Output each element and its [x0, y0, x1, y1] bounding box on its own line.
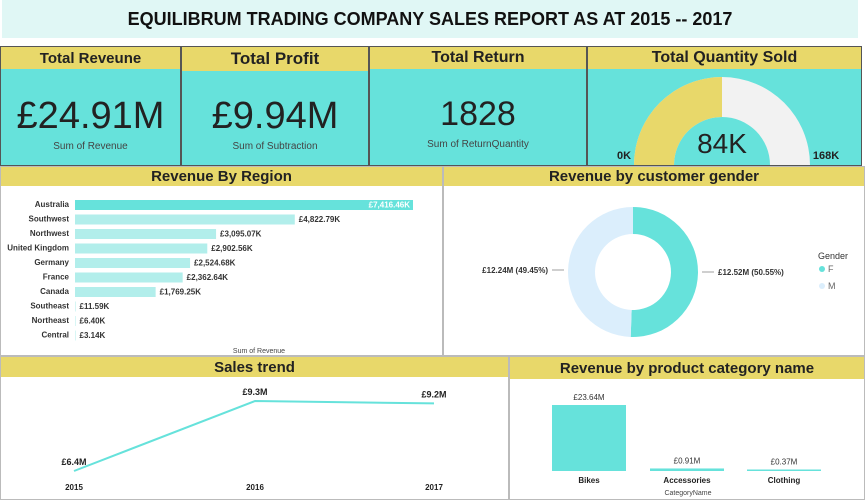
region-category-label: Germany — [34, 258, 69, 267]
region-category-label: Central — [41, 331, 69, 340]
card-title: Total Reveune — [1, 47, 180, 69]
kpi-subtitle: Sum of ReturnQuantity — [427, 139, 529, 150]
region-bar — [75, 214, 295, 225]
category-bar — [552, 405, 626, 471]
sales-trend-line-chart: £6.4M 2015 £9.3M 2016 £9.2M 2017 — [61, 387, 446, 492]
trend-x-tick-label: 2016 — [246, 483, 264, 492]
gauge-min-label: 0K — [617, 150, 631, 162]
card-title: Total Quantity Sold — [588, 47, 861, 69]
legend-item: F — [828, 264, 834, 274]
region-value-label: £4,822.79K — [299, 215, 341, 224]
region-category-label: Northwest — [30, 229, 69, 238]
legend-marker — [819, 266, 825, 272]
donut-slice-label: £12.24M (49.45%) — [482, 266, 548, 275]
donut-slice-label: £12.52M (50.55%) — [718, 268, 784, 277]
region-bar — [75, 316, 76, 326]
gender-donut-chart: Gender £12.52M (50.55%) £12.24M (49.45%) F… — [482, 207, 848, 337]
kpi-body: £9.94M Sum of Subtraction — [182, 71, 368, 165]
region-bar-chart: Sum of Revenue Australia £7,416.46K Southw… — [7, 200, 413, 355]
region-category-label: Southwest — [29, 215, 70, 224]
legend-item: M — [828, 281, 836, 291]
category-bar — [747, 469, 821, 471]
category-bar — [650, 468, 724, 471]
revenue-by-region-card[interactable]: Revenue By Region Sum of Revenue Austral… — [0, 166, 443, 356]
report-title: EQUILIBRUM TRADING COMPANY SALES REPORT … — [127, 8, 733, 29]
kpi-subtitle: Sum of Revenue — [53, 141, 128, 152]
region-value-label: £1,769.25K — [160, 288, 202, 297]
region-category-label: Australia — [35, 200, 70, 209]
sales-trend-card[interactable]: Sales trend £6.4M 2015 £9.3M 2016 £9.2M 2017 — [0, 356, 509, 500]
region-bar — [75, 229, 217, 239]
trend-x-tick-label: 2015 — [65, 483, 83, 492]
region-bar — [75, 301, 76, 312]
revenue-by-category-card[interactable]: Revenue by product category name Categor… — [509, 356, 865, 500]
category-bar-chart: CategoryName £23.64M Bikes £0.91M Accessori… — [552, 393, 821, 497]
region-value-label: £3,095.07K — [220, 230, 262, 239]
card-title: Revenue by customer gender — [444, 167, 864, 186]
total-profit-card[interactable]: Total Profit £9.94M Sum of Subtraction — [181, 46, 369, 166]
region-bar — [75, 272, 183, 283]
gauge-value: 84K — [697, 128, 747, 159]
kpi-body: 84K 0K 168K — [588, 69, 861, 165]
region-category-label: Canada — [40, 287, 69, 296]
trend-data-label: £9.2M — [421, 389, 446, 399]
category-value-label: £0.91M — [674, 456, 701, 465]
category-value-label: £0.37M — [771, 458, 798, 467]
category-x-axis-label: CategoryName — [664, 490, 711, 497]
region-bar — [75, 287, 156, 297]
kpi-value: 1828 — [440, 95, 516, 133]
region-category-label: France — [43, 273, 70, 282]
category-value-label: £23.64M — [573, 393, 604, 402]
region-x-axis-label: Sum of Revenue — [233, 348, 285, 355]
region-bar — [75, 200, 413, 210]
quantity-gauge: 84K 0K 168K — [617, 77, 839, 165]
report-title-bar: EQUILIBRUM TRADING COMPANY SALES REPORT … — [2, 0, 858, 38]
region-category-label: United Kingdom — [7, 244, 69, 253]
region-value-label: £2,524.68K — [194, 259, 236, 268]
card-title: Revenue by product category name — [510, 357, 864, 379]
card-title: Revenue By Region — [1, 167, 442, 186]
kpi-body: £24.91M Sum of Revenue — [1, 69, 180, 165]
trend-data-label: £6.4M — [61, 457, 86, 467]
revenue-by-gender-card[interactable]: Revenue by customer gender Gender £12.52… — [443, 166, 865, 356]
trend-data-label: £9.3M — [242, 387, 267, 397]
total-return-card[interactable]: Total Return 1828 Sum of ReturnQuantity — [369, 46, 587, 166]
region-value-label: £6.40K — [80, 317, 106, 326]
legend-title: Gender — [818, 251, 848, 261]
region-category-label: Southeast — [30, 302, 69, 311]
category-tick-label: Bikes — [578, 476, 600, 485]
region-value-label: £2,902.56K — [211, 244, 253, 253]
kpi-subtitle: Sum of Subtraction — [232, 141, 318, 152]
region-value-label: £11.59K — [80, 302, 110, 311]
trend-x-tick-label: 2017 — [425, 483, 443, 492]
gauge-fill — [634, 77, 722, 165]
region-bar — [75, 258, 191, 268]
category-tick-label: Accessories — [663, 476, 711, 485]
region-category-label: Northeast — [32, 316, 70, 325]
card-title: Sales trend — [1, 357, 508, 377]
donut-slice — [630, 207, 699, 337]
total-quantity-card[interactable]: Total Quantity Sold 84K 0K 168K — [587, 46, 862, 166]
card-title: Total Return — [370, 47, 586, 69]
region-value-label: £3.14K — [80, 331, 106, 340]
legend-marker — [819, 283, 825, 289]
category-tick-label: Clothing — [768, 476, 801, 485]
total-revenue-card[interactable]: Total Reveune £24.91M Sum of Revenue — [0, 46, 181, 166]
kpi-value: £9.94M — [211, 95, 339, 137]
region-bar — [75, 330, 76, 341]
gauge-max-label: 168K — [813, 150, 839, 162]
kpi-value: £24.91M — [16, 95, 165, 137]
region-value-label: £7,416.46K — [369, 201, 411, 210]
donut-slice — [568, 207, 633, 337]
trend-line — [73, 399, 435, 472]
card-title: Total Profit — [182, 47, 368, 71]
region-bar — [75, 243, 208, 254]
region-value-label: £2,362.64K — [187, 273, 229, 282]
kpi-body: 1828 Sum of ReturnQuantity — [370, 69, 586, 165]
